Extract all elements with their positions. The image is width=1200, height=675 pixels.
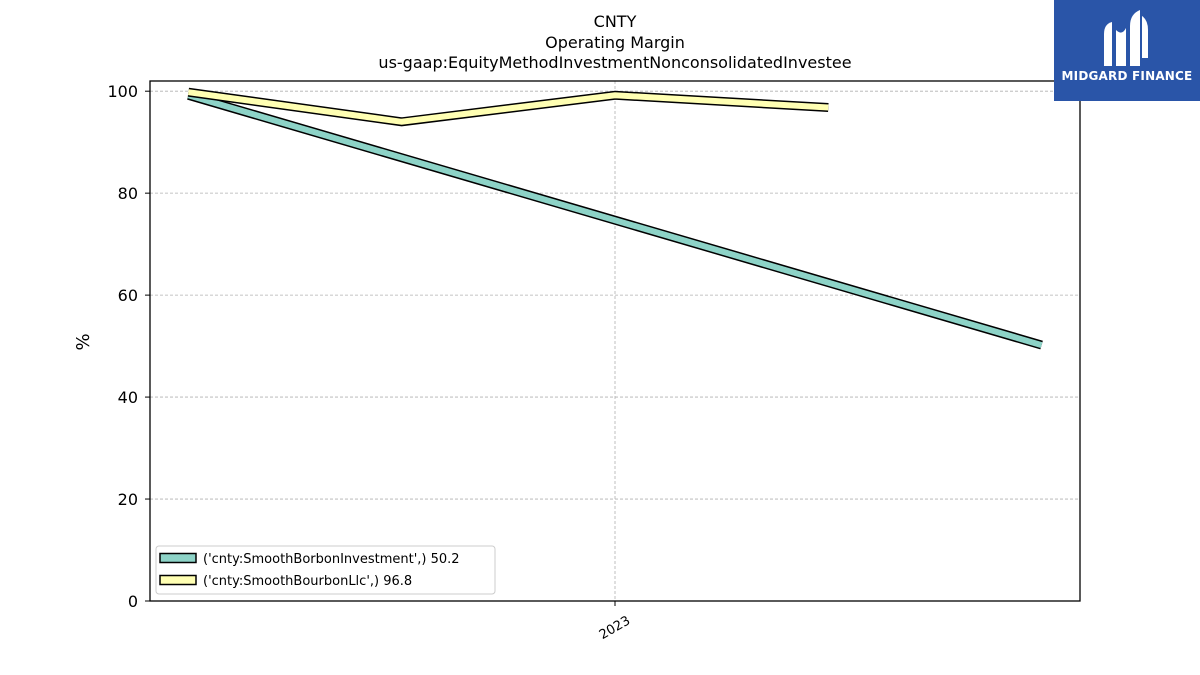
y-tick-label: 100	[107, 82, 138, 101]
grid	[150, 81, 1080, 601]
series-group	[187, 87, 1043, 350]
legend-box	[155, 545, 496, 595]
series-line-fill	[187, 89, 829, 125]
y-tick-label: 40	[118, 388, 138, 407]
y-axis-label: %	[73, 333, 94, 350]
y-tick-label: 20	[118, 490, 138, 509]
chart-title-line-3: us-gaap:EquityMethodInvestmentNonconsoli…	[378, 53, 851, 72]
legend-swatch	[159, 552, 197, 564]
x-axis: 2023	[597, 601, 633, 643]
chart-title-line-2: Operating Margin	[545, 33, 685, 52]
brand-mark-icon	[1104, 10, 1148, 66]
y-axis: 0 20 40 60 80 100	[107, 82, 150, 611]
legend: ('cnty:SmoothBorbonInvestment',) 50.2 ('c…	[155, 545, 496, 595]
y-tick-label: 0	[128, 592, 138, 611]
y-tick-label: 80	[118, 184, 138, 203]
brand-logo: MIDGARD FINANCE	[1054, 0, 1200, 101]
legend-label: ('cnty:SmoothBorbonInvestment',) 50.2	[203, 552, 460, 567]
series-line	[187, 87, 829, 127]
x-tick-label: 2023	[597, 613, 633, 643]
series-line	[187, 90, 1043, 350]
brand-name: MIDGARD FINANCE	[1061, 69, 1193, 83]
y-tick-label: 60	[118, 286, 138, 305]
chart-title-line-1: CNTY	[594, 12, 637, 31]
legend-label: ('cnty:SmoothBourbonLlc',) 96.8	[203, 574, 412, 589]
legend-swatch	[159, 574, 197, 586]
chart-title: CNTY Operating Margin us-gaap:EquityMeth…	[378, 12, 851, 72]
series-line-fill	[187, 92, 1043, 348]
